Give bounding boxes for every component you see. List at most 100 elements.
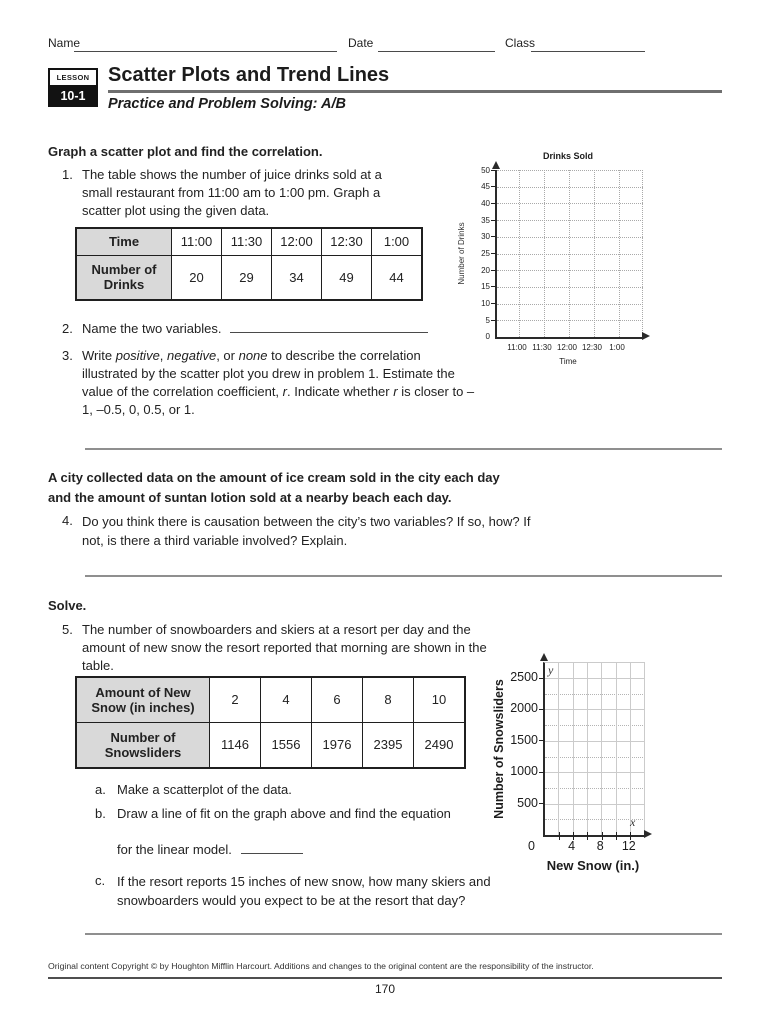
table-cell: 11:30 [221, 227, 272, 256]
chart1-plot-area [491, 169, 643, 339]
q1-number: 1. [62, 167, 73, 182]
y-tick-mark [491, 319, 496, 321]
gridline-h [497, 220, 643, 222]
q4-number: 4. [62, 513, 73, 528]
table-header-cell: Number of Snowsliders [75, 721, 210, 769]
gridline-h [545, 678, 645, 679]
q4-text: Do you think there is causation between … [82, 514, 531, 548]
q3-text-part: , [159, 348, 168, 363]
gridline-h [497, 170, 643, 171]
gridline-v [544, 170, 545, 337]
x-tick-label: 4 [568, 839, 576, 853]
q3-text-part: negative [167, 348, 217, 363]
q5c-text: If the resort reports 15 inches of new s… [117, 874, 491, 908]
table-cell: 12:00 [271, 227, 322, 256]
date-label: Date [348, 36, 374, 50]
q3-text-part: r [393, 384, 398, 399]
chart2-y-letter: y [548, 663, 554, 677]
y-tick-label: 10 [481, 299, 490, 309]
x-tick-mark [558, 831, 560, 840]
gridline-h [497, 303, 643, 305]
lesson-badge: LESSON 10-1 [48, 68, 98, 107]
table-cell: 11:00 [171, 227, 222, 256]
y-tick-mark [491, 202, 496, 204]
table-header-cell: Amount of New Snow (in inches) [75, 676, 210, 723]
gridline-h [497, 270, 643, 272]
q5b-text-part: for the linear model. [117, 842, 232, 857]
y-tick-mark [539, 771, 544, 773]
table-cell: 1:00 [371, 227, 423, 256]
chart2-origin-label: 0 [528, 839, 535, 853]
q5a-letter: a. [95, 782, 106, 797]
x-axis-arrow-icon [642, 332, 650, 340]
gridline-v [601, 663, 603, 835]
y-tick-mark [491, 253, 496, 254]
q3-text-part: none [238, 348, 268, 363]
gridline-h [497, 236, 643, 238]
chart1-x-axis-label: Time [559, 357, 577, 366]
name-label: Name [48, 36, 81, 50]
title-rule [108, 90, 722, 93]
y-tick-mark [491, 286, 496, 288]
table-cell: 20 [171, 254, 222, 301]
lesson-badge-label: LESSON [48, 68, 98, 87]
q5a-text: Make a scatterplot of the data. [117, 782, 292, 797]
q5-text: The number of snowboarders and skiers at… [82, 622, 487, 673]
name-line [74, 36, 337, 52]
table-cell: 49 [321, 254, 372, 301]
lesson-badge-number: 10-1 [48, 87, 98, 107]
gridline-v [594, 170, 595, 337]
answer-line [85, 933, 722, 935]
q2-number: 2. [62, 321, 73, 336]
y-tick-mark [539, 677, 544, 679]
gridline-h [497, 203, 643, 205]
q5b-answer-blank [240, 841, 303, 854]
table-cell: 44 [371, 254, 423, 301]
gridline-h-dotted [545, 756, 645, 758]
y-tick-label: 5 [485, 315, 490, 325]
chart1-title: Drinks Sold [542, 151, 593, 161]
y-tick-label: 2000 [510, 701, 538, 716]
table-row: Time 11:00 11:30 12:00 12:30 1:00 [75, 227, 423, 256]
gridline-v [642, 170, 643, 337]
y-tick-label: 25 [481, 249, 490, 258]
y-tick-mark [491, 303, 496, 305]
table-cell: 8 [362, 676, 414, 723]
y-tick-mark [491, 219, 496, 221]
q5c-letter: c. [95, 873, 106, 888]
x-tick-mark [630, 831, 632, 840]
gridline-h [497, 186, 643, 188]
x-tick-label: 11:30 [532, 343, 552, 352]
section1-heading: Graph a scatter plot and find the correl… [48, 144, 323, 159]
table-cell: 6 [311, 676, 363, 723]
y-axis-arrow-icon [492, 161, 500, 169]
gridline-h [545, 772, 645, 774]
gridline-h [497, 253, 643, 255]
table-cell: 34 [271, 254, 322, 301]
y-tick-mark [539, 803, 544, 805]
chart1-origin-label: 0 [485, 332, 490, 341]
q3-text-part: positive [115, 348, 160, 363]
y-tick-label: 20 [481, 265, 490, 275]
y-tick-label: 2500 [510, 670, 538, 684]
gridline-h [497, 286, 643, 288]
chart2-x-letter: x [630, 815, 636, 829]
drinks-sold-chart: Drinks Sold Number of Drinks 0 Time 50 45… [452, 146, 752, 376]
y-tick-label: 45 [481, 182, 490, 192]
x-tick-label: 8 [596, 839, 604, 853]
q3-text-part: . Indicate whether [287, 384, 394, 399]
table-row: Amount of New Snow (in inches) 2 4 6 8 1… [75, 676, 466, 723]
gridline-v [558, 663, 560, 835]
table-cell: 2 [209, 676, 261, 723]
gridline-h [545, 740, 645, 742]
page-number: 170 [374, 982, 396, 996]
gridline-h [497, 320, 643, 322]
y-tick-mark [491, 236, 496, 238]
gridline-h-dotted [545, 693, 645, 695]
x-tick-label: 1:00 [609, 343, 625, 352]
table-cell: 10 [413, 676, 466, 723]
drinks-table: Time 11:00 11:30 12:00 12:30 1:00 Number… [75, 227, 423, 301]
y-tick-label: 35 [481, 215, 490, 225]
x-tick-label: 12:00 [556, 343, 578, 352]
